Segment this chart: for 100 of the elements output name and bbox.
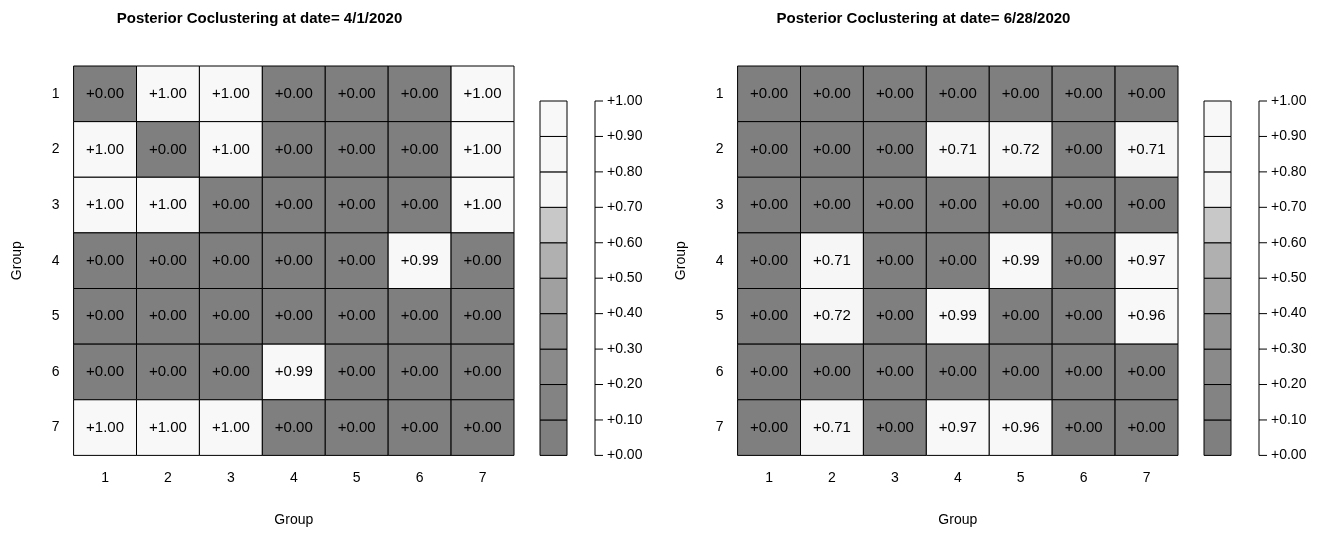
data-label: +0.00 <box>750 139 789 157</box>
y-axis-title: Group <box>8 241 25 281</box>
color-bar-label: +0.20 <box>607 375 643 392</box>
data-label: +0.99 <box>400 250 439 268</box>
data-label: +0.71 <box>938 139 977 157</box>
data-label: +1.00 <box>86 139 125 157</box>
data-label: +0.00 <box>1064 139 1103 157</box>
color-bar-label: +0.70 <box>607 198 643 215</box>
y-tick-label: 3 <box>51 195 60 212</box>
data-label: +0.00 <box>337 139 376 157</box>
data-label: +0.00 <box>463 250 502 268</box>
data-label: +0.00 <box>1001 306 1040 324</box>
color-bar-label: +0.00 <box>607 446 643 463</box>
data-label: +0.00 <box>875 306 914 324</box>
color-bar-label: +1.00 <box>1271 91 1307 108</box>
color-bar-label: +0.40 <box>1271 304 1307 321</box>
color-bar-label: +0.70 <box>1271 198 1307 215</box>
x-tick-label: 4 <box>289 468 298 485</box>
data-label: +0.00 <box>1001 362 1040 380</box>
data-label: +0.00 <box>86 306 125 324</box>
y-tick-label: 2 <box>715 140 724 157</box>
x-tick-label: 5 <box>1016 468 1025 485</box>
data-label: +0.00 <box>400 306 439 324</box>
x-tick-label: 3 <box>890 468 899 485</box>
data-label: +0.00 <box>875 195 914 213</box>
x-tick-label: 7 <box>1142 468 1151 485</box>
data-label: +0.00 <box>274 139 313 157</box>
data-label: +0.00 <box>337 195 376 213</box>
x-tick-label: 2 <box>828 468 837 485</box>
x-tick-label: 3 <box>226 468 235 485</box>
data-label: +0.97 <box>1127 250 1166 268</box>
x-tick-label: 2 <box>164 468 173 485</box>
color-bar-label: +0.50 <box>1271 269 1307 286</box>
data-label: +0.00 <box>400 362 439 380</box>
y-tick-label: 4 <box>51 251 60 268</box>
data-label: +1.00 <box>463 83 502 101</box>
data-label: +0.00 <box>211 250 250 268</box>
y-tick-label: 2 <box>51 140 60 157</box>
data-label: +0.00 <box>1064 362 1103 380</box>
data-label: +0.00 <box>337 306 376 324</box>
data-label: +1.00 <box>463 139 502 157</box>
y-tick-label: 3 <box>715 195 724 212</box>
data-label: +0.00 <box>274 195 313 213</box>
data-label: +0.71 <box>812 417 851 435</box>
chart-title: Posterior Coclustering at date= 6/28/2020 <box>776 9 1071 27</box>
data-label: +1.00 <box>463 195 502 213</box>
data-label: +0.72 <box>812 306 851 324</box>
data-label: +0.97 <box>938 417 977 435</box>
data-label: +0.00 <box>211 195 250 213</box>
data-label: +0.00 <box>1001 195 1040 213</box>
data-label: +0.00 <box>463 306 502 324</box>
color-bar-label: +0.30 <box>607 339 643 356</box>
data-label: +0.96 <box>1001 417 1040 435</box>
data-label: +0.00 <box>1064 306 1103 324</box>
data-label: +0.00 <box>148 306 187 324</box>
color-bar-label: +0.60 <box>607 233 643 250</box>
data-label: +0.00 <box>1064 250 1103 268</box>
data-label: +1.00 <box>86 417 125 435</box>
data-label: +0.00 <box>750 417 789 435</box>
y-tick-label: 7 <box>715 418 724 435</box>
color-bar-label: +0.20 <box>1271 375 1307 392</box>
data-label: +0.00 <box>337 83 376 101</box>
data-label: +0.00 <box>274 250 313 268</box>
data-label: +0.00 <box>400 195 439 213</box>
color-bar-label: +1.00 <box>607 91 643 108</box>
x-tick-label: 5 <box>352 468 361 485</box>
data-label: +0.00 <box>750 83 789 101</box>
color-bar-label: +0.10 <box>607 410 643 427</box>
data-label: +0.71 <box>1127 139 1166 157</box>
x-axis-title: Group <box>938 511 978 528</box>
color-bar-label: +0.50 <box>607 269 643 286</box>
data-label: +0.00 <box>875 83 914 101</box>
color-bar-label: +0.10 <box>1271 410 1307 427</box>
data-label: +0.00 <box>400 83 439 101</box>
data-label: +0.00 <box>1127 83 1166 101</box>
data-label: +0.00 <box>875 417 914 435</box>
color-bar-label: +0.90 <box>1271 127 1307 144</box>
data-label: +0.00 <box>463 417 502 435</box>
data-label: +0.00 <box>875 139 914 157</box>
data-label: +0.00 <box>938 83 977 101</box>
data-label: +0.00 <box>337 250 376 268</box>
y-axis-title: Group <box>672 241 689 281</box>
y-tick-label: 7 <box>51 418 60 435</box>
data-label: +0.00 <box>86 250 125 268</box>
x-tick-label: 1 <box>765 468 774 485</box>
data-label: +0.00 <box>750 362 789 380</box>
data-label: +0.00 <box>1064 417 1103 435</box>
data-label: +0.00 <box>274 83 313 101</box>
data-label: +0.00 <box>938 362 977 380</box>
data-label: +0.00 <box>1127 362 1166 380</box>
data-label: +0.00 <box>337 362 376 380</box>
data-label: +0.00 <box>750 250 789 268</box>
data-label: +0.00 <box>337 417 376 435</box>
data-label: +0.96 <box>1127 306 1166 324</box>
color-bar-label: +0.40 <box>607 304 643 321</box>
data-label: +1.00 <box>148 195 187 213</box>
data-label: +0.71 <box>812 250 851 268</box>
color-bar-label: +0.80 <box>1271 162 1307 179</box>
x-tick-label: 4 <box>953 468 962 485</box>
data-label: +0.99 <box>274 362 313 380</box>
